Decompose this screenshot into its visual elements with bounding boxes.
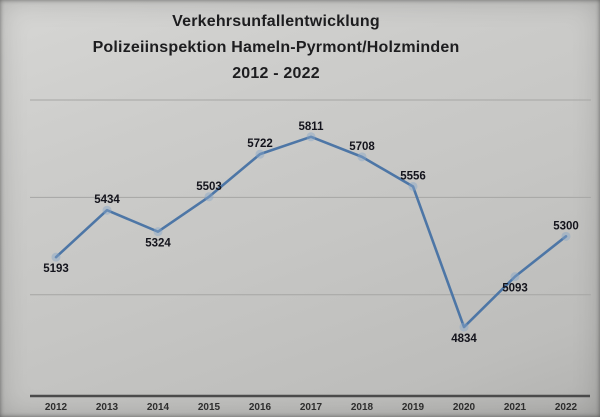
data-label-2012: 5193 <box>43 263 69 275</box>
x-tick-label-2013: 2013 <box>96 402 119 413</box>
data-point-marker-2012 <box>51 252 61 262</box>
x-tick-label-2021: 2021 <box>504 402 527 413</box>
chart-title: Verkehrsunfallentwicklung Polizeiinspekt… <box>0 9 552 87</box>
data-label-2014: 5324 <box>145 238 171 250</box>
data-label-2018: 5708 <box>349 141 375 153</box>
data-point-marker-2022 <box>561 231 571 241</box>
data-point-marker-2015 <box>204 192 214 202</box>
data-point-marker-2021 <box>510 272 520 282</box>
x-tick-label-2022: 2022 <box>555 402 578 413</box>
data-label-2020: 4834 <box>451 333 477 345</box>
data-label-2015: 5503 <box>196 181 222 193</box>
data-label-2021: 5093 <box>502 283 528 295</box>
x-tick-label-2019: 2019 <box>402 402 425 413</box>
data-point-marker-2013 <box>102 205 112 215</box>
chart-title-line-1: Verkehrsunfallentwicklung <box>172 13 380 30</box>
data-line-Verkehrsunfaelle <box>54 135 568 329</box>
data-point-marker-2017 <box>306 132 316 142</box>
x-tick-label-2014: 2014 <box>147 402 170 413</box>
data-point-marker-2020 <box>459 322 469 332</box>
x-tick-label-2012: 2012 <box>45 402 68 413</box>
chart-title-line-3: 2012 - 2022 <box>232 65 320 82</box>
data-point-marker-2016 <box>255 149 265 159</box>
x-tick-label-2018: 2018 <box>351 402 374 413</box>
data-point-marker-2019 <box>408 181 418 191</box>
x-tick-label-2017: 2017 <box>300 402 323 413</box>
data-label-2017: 5811 <box>299 121 325 133</box>
x-tick-label-2016: 2016 <box>249 402 272 413</box>
data-label-2016: 5722 <box>247 138 273 150</box>
data-point-marker-2014 <box>153 227 163 237</box>
x-tick-label-2015: 2015 <box>198 402 221 413</box>
chart-title-line-2: Polizeiinspektion Hameln-Pyrmont/Holzmin… <box>92 39 460 56</box>
data-point-marker-2018 <box>357 152 367 162</box>
x-tick-label-2020: 2020 <box>453 402 476 413</box>
data-label-2013: 5434 <box>94 194 120 206</box>
data-label-2019: 5556 <box>400 170 426 182</box>
data-label-2022: 5300 <box>553 220 579 232</box>
